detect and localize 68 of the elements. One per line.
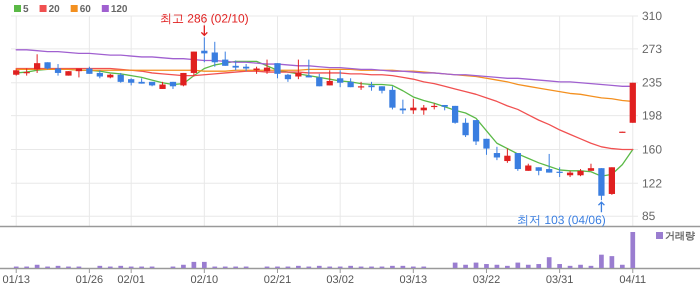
bar [181, 264, 186, 268]
candlestick [452, 105, 458, 124]
y-tick-label: 160 [642, 142, 662, 156]
bar [599, 254, 604, 268]
x-tick-label: 01/26 [76, 274, 104, 286]
candlestick [264, 59, 270, 74]
bar [578, 264, 583, 268]
candlestick [546, 153, 552, 174]
candlestick [54, 64, 62, 76]
y-tick-label: 198 [642, 108, 662, 123]
bar [557, 264, 562, 268]
candlestick [306, 59, 312, 78]
candlestick [400, 99, 406, 114]
x-tick-label: 02/21 [264, 274, 292, 286]
legend-label: 5 [23, 4, 29, 15]
candlestick [504, 148, 511, 164]
candlestick [34, 54, 40, 74]
legend-label: 거래량 [665, 231, 695, 242]
candlestick [420, 104, 427, 116]
bar [546, 257, 552, 268]
candlestick [201, 36, 208, 63]
candlestick [556, 166, 563, 178]
legend-label: 60 [80, 4, 92, 15]
candlestick [514, 152, 521, 172]
candlestick [180, 72, 187, 87]
candlestick [472, 120, 480, 146]
bar [630, 232, 636, 268]
candlestick [326, 70, 333, 86]
x-tick-label: 02/01 [117, 274, 145, 286]
candlestick [118, 72, 124, 84]
legend-label: 20 [48, 4, 60, 15]
y-tick-label: 122 [642, 176, 662, 190]
candlestick [337, 70, 344, 88]
x-tick-label: 03/31 [546, 274, 574, 286]
x-tick-label: 01/13 [2, 274, 30, 286]
bar [494, 264, 500, 268]
y-tick-label: 85 [642, 209, 656, 224]
candlestick [462, 118, 469, 138]
annotation: 최저 103 (04/06) [517, 213, 606, 228]
bar [192, 262, 196, 268]
candlestick [316, 73, 322, 87]
x-tick-label: 03/13 [400, 274, 428, 286]
bar [202, 262, 207, 268]
bar [515, 262, 520, 268]
candlestick [389, 86, 396, 110]
candlestick [494, 146, 500, 161]
y-tick-label: 310 [642, 9, 662, 23]
bar [484, 264, 489, 268]
bar [536, 264, 542, 268]
bar [463, 264, 468, 268]
candlestick [295, 59, 302, 80]
x-tick-label: 03/02 [326, 274, 354, 286]
candlestick [274, 62, 281, 79]
bar [452, 262, 458, 268]
y-tick-label: 235 [642, 76, 662, 90]
bar [610, 256, 614, 268]
candlestick [222, 51, 228, 66]
y-tick-label: 273 [642, 42, 662, 56]
bar [474, 262, 478, 268]
annotation: 최고 286 (02/10) [160, 11, 249, 26]
legend-label: 120 [110, 4, 128, 15]
candlestick [190, 51, 198, 78]
candlestick [483, 138, 490, 156]
x-tick-label: 02/10 [190, 274, 218, 286]
candlestick [410, 98, 416, 114]
x-tick-label: 03/22 [472, 274, 500, 286]
candlestick [212, 41, 218, 68]
x-tick-label: 04/11 [619, 274, 646, 286]
